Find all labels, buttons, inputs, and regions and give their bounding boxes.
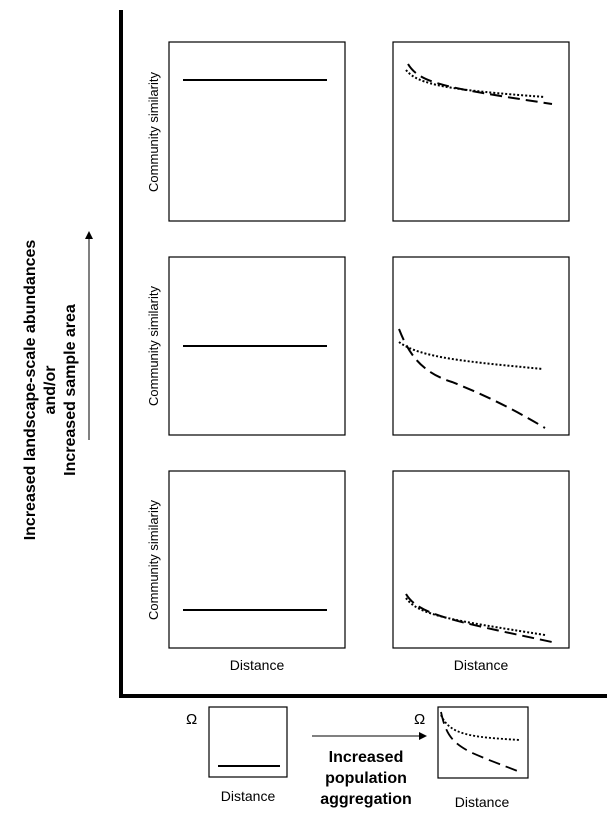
panel-top-left: [168, 41, 346, 222]
curve-dashed-bottom: [405, 593, 553, 643]
y-axis-title: Increased landscape-scale abundances and…: [22, 240, 79, 541]
curve-dotted-bottom: [405, 597, 546, 636]
y-axis-title-line3: Increased sample area: [62, 304, 79, 476]
y-axis-title-line2: and/or: [42, 366, 59, 415]
panel-bottom-right-xlabel: Distance: [454, 657, 509, 673]
legend-panel-right: [437, 706, 529, 779]
legend-curve-dashed: [440, 711, 521, 773]
panel-bottom-left-xlabel: Distance: [230, 657, 285, 673]
panel-mid-left-ylabel: Community similarity: [146, 286, 161, 406]
panel-top-left-ylabel: Community similarity: [146, 72, 161, 192]
panel-bottom-right: [392, 470, 570, 649]
y-axis-title-line1: Increased landscape-scale abundances: [22, 240, 39, 541]
curve-dashed-top: [407, 63, 553, 105]
legend-curve-dotted: [440, 714, 521, 741]
panel-mid-right: [392, 256, 570, 436]
x-axis-title-line1: Increased: [329, 749, 404, 766]
panel-top-right: [392, 41, 570, 222]
omega-right: Ω: [414, 711, 425, 728]
x-axis-title-line3: aggregation: [320, 791, 412, 808]
legend-right-xlabel: Distance: [455, 794, 510, 810]
legend-left-xlabel: Distance: [221, 788, 276, 804]
legend-panel-left: [208, 706, 288, 778]
omega-left: Ω: [186, 711, 197, 728]
x-axis-title-line2: population: [325, 770, 407, 787]
curve-dotted-top: [405, 69, 546, 98]
panel-bottom-left: [168, 470, 346, 649]
panel-bottom-left-ylabel: Community similarity: [146, 500, 161, 620]
curve-dashed-mid: [398, 328, 546, 429]
panel-mid-left: [168, 256, 346, 436]
